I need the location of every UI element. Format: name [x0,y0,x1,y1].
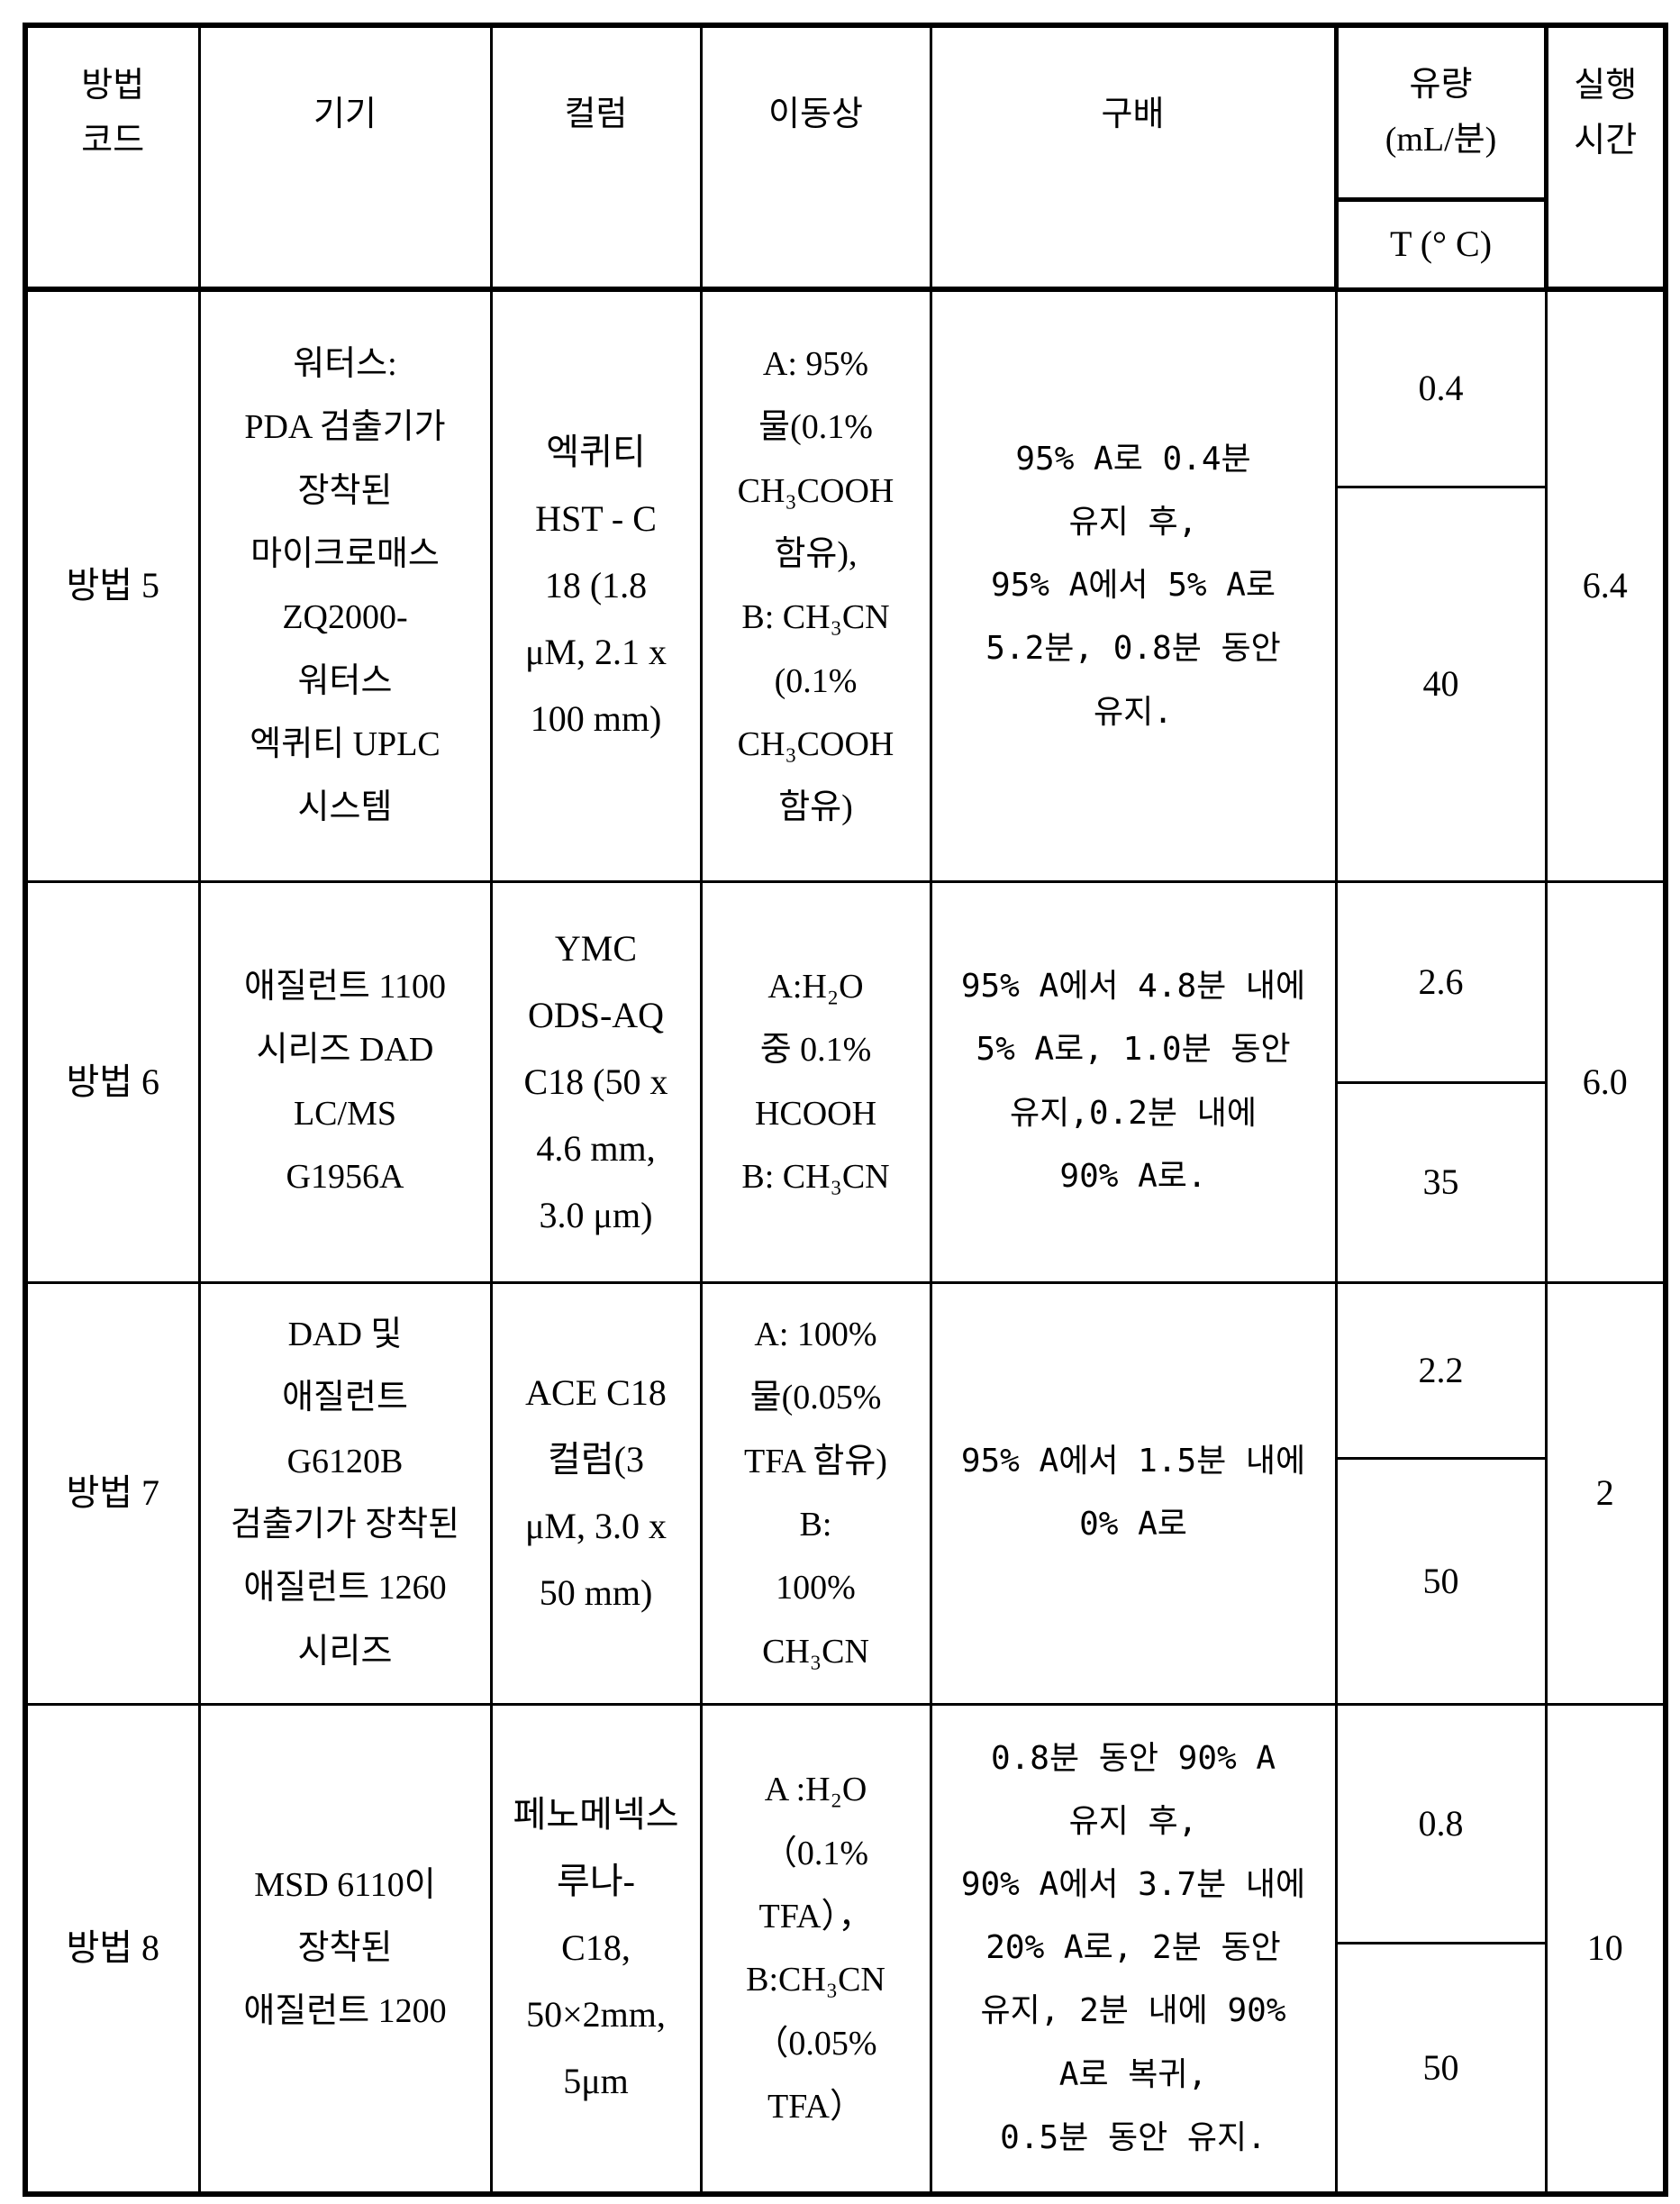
table-row-method8-temp: 50 [25,1941,1666,2196]
header-run-time: 실행 시간 [1544,23,1667,292]
header-temp-row: T (° C) [25,197,1666,292]
header-instrument: 기기 [197,23,493,292]
table-row-method6: 방법 6 애질런트 1100 시리즈 DAD LC/MS G1956A YMC … [23,879,1667,1284]
header-flow-rate: 유량 (mL/분) [1333,23,1548,202]
method7-flow-rate-cell: 2.2 [1334,1280,1548,1460]
method7-instrument-cell: DAD 및 애질런트 G6120B 검출기가 장착된 애질런트 1260 시리즈 [197,1280,493,1706]
table-row-method7: 방법 7 DAD 및 애질런트 G6120B 검출기가 장착된 애질런트 126… [23,1280,1667,1706]
method5-run-time-cell: 6.4 [1544,287,1667,883]
table-row-method7-temp: 50 [25,1456,1666,1706]
method8-temperature-cell: 50 [1334,1941,1548,2196]
method5-gradient-cell: 95% A로 0.4분 유지 후, 95% A에서 5% A로 5.2분, 0.… [929,287,1338,883]
method5-label-cell: 방법 5 [23,287,201,883]
method5-instrument-cell: 워터스: PDA 검출기가 장착된 마이크로매스 ZQ2000- 워터스 엑퀴티… [197,287,493,883]
method6-mobile-phase-cell: A:H₂O 중 0.1% HCOOH B: CH₃CN [699,879,932,1284]
method6-run-time-cell: 6.0 [1544,879,1667,1284]
table-row-method8: 방법 8 MSD 6110이 장착된 애질런트 1200 페노메넥스 루나- C… [23,1702,1667,2196]
method5-mobile-phase-cell: A: 95% 물(0.1% CH₃COOH 함유), B: CH₃CN (0.1… [699,287,932,883]
header-row: 방법 코드 기기 컬럼 이동상 구배 유량 (mL/분) 실행 시간 [23,23,1667,292]
table-row-method6-temp: 35 [25,1080,1666,1284]
method7-gradient-cell: 95% A에서 1.5분 내에 0% A로 [929,1280,1338,1706]
method8-flow-rate-cell: 0.8 [1334,1702,1548,1944]
method5-flow-rate-cell: 0.4 [1334,287,1548,488]
method7-run-time-cell: 2 [1544,1280,1667,1706]
header-method-code: 방법 코드 [23,23,201,292]
method5-temperature-cell: 40 [1334,485,1548,883]
method7-column-cell: ACE C18 컬럼(3 μM, 3.0 x 50 mm) [489,1280,703,1706]
method8-gradient-cell: 0.8분 동안 90% A 유지 후, 90% A에서 3.7분 내에 20% … [929,1702,1338,2196]
header-mobile-phase: 이동상 [699,23,932,292]
method8-column-cell: 페노메넥스 루나- C18, 50×2mm, 5μm [489,1702,703,2196]
method7-temperature-cell: 50 [1334,1456,1548,1706]
table-row-method5: 방법 5 워터스: PDA 검출기가 장착된 마이크로매스 ZQ2000- 워터… [23,287,1667,883]
method7-mobile-phase-cell: A: 100% 물(0.05% TFA 함유) B: 100% CH₃CN [699,1280,932,1706]
method8-label-cell: 방법 8 [23,1702,201,2196]
method6-column-cell: YMC ODS-AQ C18 (50 x 4.6 mm, 3.0 μm) [489,879,703,1284]
method5-column-cell: 엑퀴티 HST - C 18 (1.8 μM, 2.1 x 100 mm) [489,287,703,883]
table-row-method5-temp: 40 [25,485,1666,883]
method6-flow-rate-cell: 2.6 [1334,879,1548,1084]
hplc-methods-table: 방법 코드 기기 컬럼 이동상 구배 유량 (mL/분) 실행 시간 T (° … [23,23,1668,2197]
method6-gradient-cell: 95% A에서 4.8분 내에 5% A로, 1.0분 동안 유지,0.2분 내… [929,879,1338,1284]
method8-run-time-cell: 10 [1544,1702,1667,2196]
method8-mobile-phase-cell: A :H₂O （0.1% TFA）， B:CH₃CN （0.05% TFA） [699,1702,932,2196]
method8-instrument-cell: MSD 6110이 장착된 애질런트 1200 [197,1702,493,2196]
method6-temperature-cell: 35 [1334,1080,1548,1284]
method6-label-cell: 방법 6 [23,879,201,1284]
header-column: 컬럼 [489,23,703,292]
header-gradient: 구배 [929,23,1338,292]
method6-instrument-cell: 애질런트 1100 시리즈 DAD LC/MS G1956A [197,879,493,1284]
header-temperature: T (° C) [1333,197,1548,292]
method7-label-cell: 방법 7 [23,1280,201,1706]
